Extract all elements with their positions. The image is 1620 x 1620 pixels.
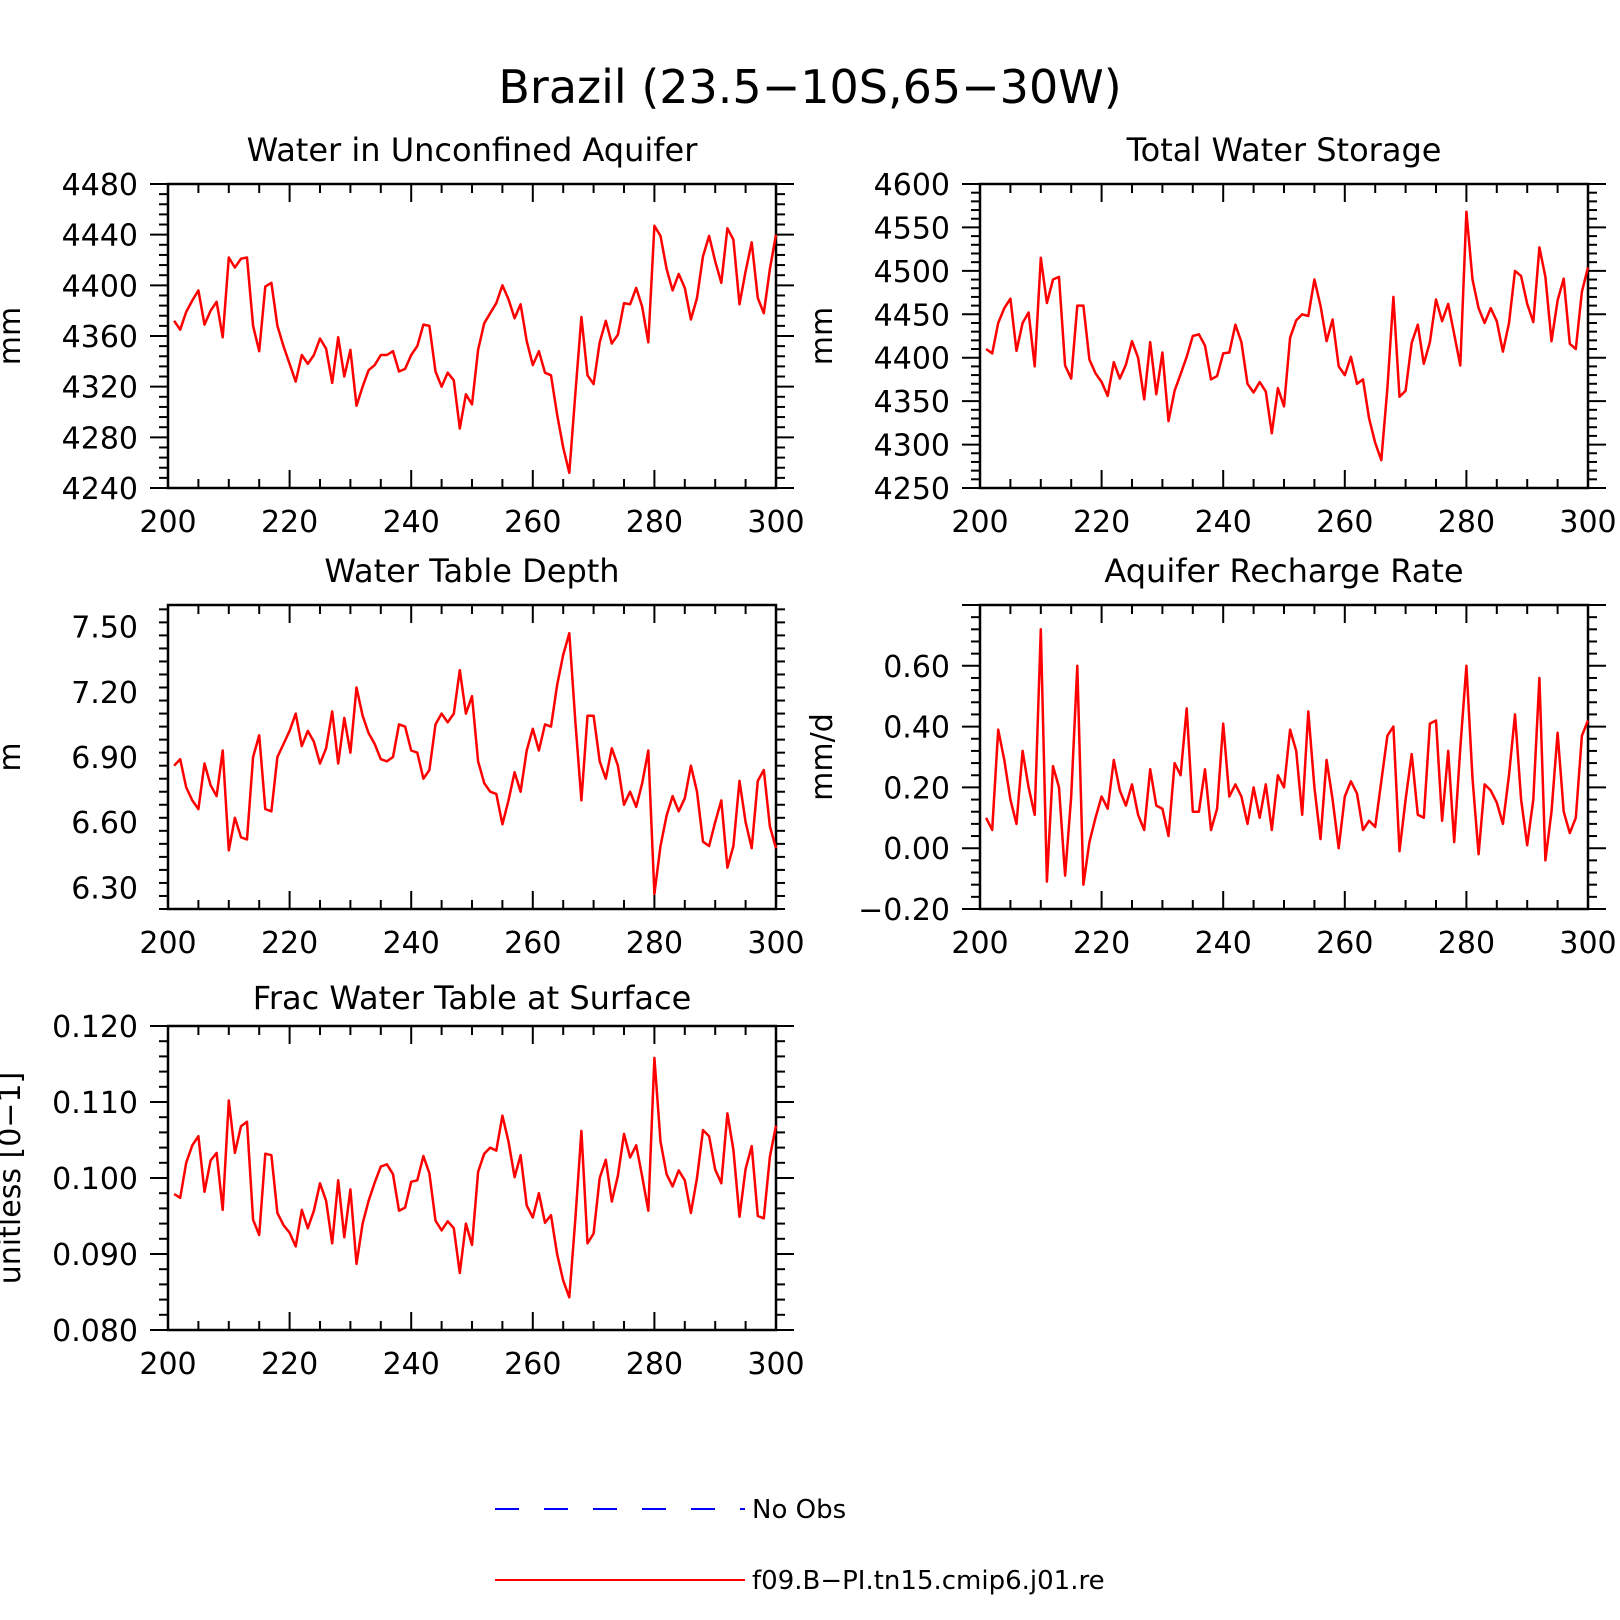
y-tick-label: 4300 <box>874 429 950 464</box>
x-tick-label: 300 <box>747 926 804 961</box>
y-tick-label: 4600 <box>874 168 950 203</box>
legend: No Obs f09.B−PI.tn15.cmip6.j01.re <box>495 1495 1105 1596</box>
x-tick-label: 260 <box>504 926 561 961</box>
panel-title: Aquifer Recharge Rate <box>1104 552 1463 590</box>
x-tick-label: 260 <box>504 1347 561 1382</box>
y-tick-label: 0.60 <box>883 650 950 685</box>
x-tick-label: 200 <box>139 505 196 540</box>
panel-unconfined-aquifer: Water in Unconfined Aquifer 200 220 240 260 2… <box>0 131 805 540</box>
y-tick-label: 4440 <box>62 219 138 254</box>
y-tick-label: 4360 <box>62 320 138 355</box>
x-tick-label: 280 <box>626 1347 683 1382</box>
x-tick-label: 220 <box>261 1347 318 1382</box>
y-axis-label: mm <box>805 307 840 365</box>
plot-frame <box>166 603 778 911</box>
y-axis-label: m <box>0 742 28 771</box>
x-tick-label: 280 <box>1438 926 1495 961</box>
y-tick-label: 6.90 <box>71 741 138 776</box>
y-tick-label: 0.100 <box>52 1162 138 1197</box>
series-line <box>173 631 778 896</box>
y-tick-label: 7.50 <box>71 611 138 646</box>
panel-frac-water-table: Frac Water Table at Surface 200 220 240 260 2… <box>0 979 805 1382</box>
y-tick-label: 0.120 <box>52 1010 138 1045</box>
panel-title: Frac Water Table at Surface <box>253 979 692 1017</box>
y-tick-label: 0.080 <box>52 1314 138 1349</box>
figure-title: Brazil (23.5−10S,65−30W) <box>498 60 1121 114</box>
x-tick-label: 220 <box>261 505 318 540</box>
series-line <box>985 210 1590 462</box>
x-tick-label: 300 <box>747 505 804 540</box>
y-tick-label: 4320 <box>62 371 138 406</box>
panel-total-water-storage: Total Water Storage 200 220 240 260 280 300 425… <box>805 131 1617 540</box>
x-tick-label: 240 <box>383 1347 440 1382</box>
y-axis-label: mm/d <box>805 713 840 801</box>
x-tick-label: 280 <box>1438 505 1495 540</box>
panel-water-table-depth: Water Table Depth 200 220 240 260 280 300 6.30 6… <box>0 552 805 961</box>
x-tick-label: 300 <box>747 1347 804 1382</box>
x-tick-label: 240 <box>1195 926 1252 961</box>
x-tick-label: 220 <box>261 926 318 961</box>
x-tick-label: 220 <box>1073 505 1130 540</box>
x-tick-label: 260 <box>504 505 561 540</box>
x-tick-label: 200 <box>951 505 1008 540</box>
series-line <box>173 224 778 475</box>
x-tick-label: 240 <box>383 505 440 540</box>
y-tick-label: 4400 <box>62 269 138 304</box>
y-tick-label: 4240 <box>62 472 138 507</box>
legend-label-model-run: f09.B−PI.tn15.cmip6.j01.re <box>752 1566 1105 1596</box>
x-tick-label: 200 <box>139 1347 196 1382</box>
x-tick-label: 300 <box>1559 505 1616 540</box>
x-tick-label: 240 <box>1195 505 1252 540</box>
series-line <box>173 1056 778 1299</box>
panel-aquifer-recharge-rate: Aquifer Recharge Rate 200 220 240 260 280 300 −… <box>805 552 1617 961</box>
y-tick-label: 0.110 <box>52 1086 138 1121</box>
y-tick-label: 0.00 <box>883 832 950 867</box>
panel-title: Total Water Storage <box>1126 131 1442 169</box>
plot-frame <box>978 182 1590 490</box>
y-tick-label: 4450 <box>874 298 950 333</box>
x-tick-label: 260 <box>1316 926 1373 961</box>
plot-frame <box>166 182 778 490</box>
x-tick-label: 220 <box>1073 926 1130 961</box>
y-axis-label: mm <box>0 307 28 365</box>
x-tick-label: 200 <box>139 926 196 961</box>
x-tick-label: 280 <box>626 505 683 540</box>
panels: Water in Unconfined Aquifer 200 220 240 260 2… <box>0 131 1617 1382</box>
y-tick-label: 4500 <box>874 255 950 290</box>
y-tick-label: 0.40 <box>883 711 950 746</box>
y-tick-label: 4280 <box>62 421 138 456</box>
x-tick-label: 200 <box>951 926 1008 961</box>
x-tick-label: 240 <box>383 926 440 961</box>
y-tick-label: 7.20 <box>71 676 138 711</box>
panel-title: Water Table Depth <box>324 552 619 590</box>
y-tick-label: 4550 <box>874 211 950 246</box>
y-tick-label: 0.20 <box>883 771 950 806</box>
y-tick-label: 4400 <box>874 342 950 377</box>
plot-frame <box>978 603 1590 911</box>
x-tick-label: 300 <box>1559 926 1616 961</box>
y-tick-label: 4250 <box>874 472 950 507</box>
x-tick-label: 260 <box>1316 505 1373 540</box>
y-tick-label: 4350 <box>874 385 950 420</box>
y-tick-label: 6.60 <box>71 806 138 841</box>
y-tick-label: −0.20 <box>858 893 950 928</box>
x-tick-label: 280 <box>626 926 683 961</box>
y-tick-label: 0.090 <box>52 1238 138 1273</box>
panel-title: Water in Unconfined Aquifer <box>247 131 699 169</box>
y-axis-label: unitless [0−1] <box>0 1072 28 1284</box>
y-tick-label: 6.30 <box>71 871 138 906</box>
series-line <box>984 628 1590 886</box>
y-tick-label: 4480 <box>62 168 138 203</box>
legend-label-no-obs: No Obs <box>752 1495 846 1525</box>
